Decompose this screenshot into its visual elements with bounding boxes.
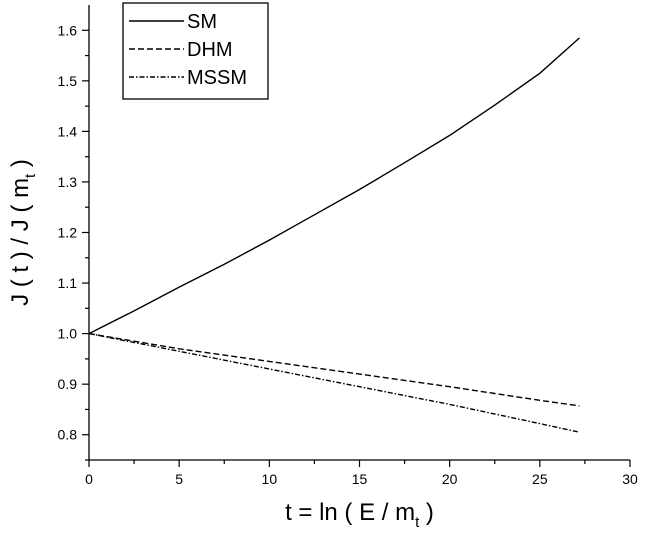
series-line-dhm bbox=[88, 332, 580, 407]
y-axis-title-main: J ( t ) / J ( m bbox=[7, 178, 34, 306]
y-axis-title-subscript: t bbox=[22, 173, 39, 178]
y-ticks: 0.8 0.9 1.0 1.1 1.2 1.3 1.4 1.5 1.6 bbox=[58, 22, 89, 461]
x-tick-label: 30 bbox=[622, 471, 638, 487]
y-tick-label: 1.2 bbox=[58, 225, 78, 241]
y-tick-label: 0.9 bbox=[58, 376, 78, 392]
x-tick-label: 5 bbox=[175, 471, 183, 487]
y-axis-title-suffix: ) bbox=[7, 159, 34, 174]
x-axis-title: t = ln ( E / mt ) bbox=[285, 499, 434, 531]
y-tick-label: 1.1 bbox=[58, 275, 78, 291]
y-tick-label: 0.8 bbox=[58, 427, 78, 443]
series-line-mssm bbox=[88, 332, 580, 433]
x-ticks: 0 5 10 15 20 25 30 bbox=[85, 460, 638, 487]
legend-label-dhm: DHM bbox=[187, 39, 233, 61]
series-line-sm bbox=[88, 37, 580, 335]
y-tick-label: 1.4 bbox=[58, 123, 78, 139]
legend-label-sm: SM bbox=[187, 11, 217, 33]
legend: SM DHM MSSM bbox=[122, 2, 269, 100]
y-tick-label: 1.3 bbox=[58, 174, 78, 190]
series-layer bbox=[88, 37, 580, 433]
x-axis-title-main: t = ln ( E / m bbox=[285, 499, 415, 526]
y-tick-label: 1.6 bbox=[58, 22, 78, 38]
x-tick-label: 25 bbox=[532, 471, 548, 487]
legend-label-mssm: MSSM bbox=[187, 67, 247, 89]
y-tick-label: 1.5 bbox=[58, 73, 78, 89]
x-tick-label: 15 bbox=[352, 471, 368, 487]
y-tick-label: 1.0 bbox=[58, 326, 78, 342]
x-tick-label: 10 bbox=[262, 471, 278, 487]
x-tick-label: 20 bbox=[442, 471, 458, 487]
x-axis-title-subscript: t bbox=[415, 514, 420, 531]
x-axis-title-suffix: ) bbox=[419, 499, 434, 526]
x-tick-label: 0 bbox=[85, 471, 93, 487]
y-axis-title: J ( t ) / J ( mt ) bbox=[7, 159, 39, 306]
legend-box bbox=[122, 2, 269, 100]
